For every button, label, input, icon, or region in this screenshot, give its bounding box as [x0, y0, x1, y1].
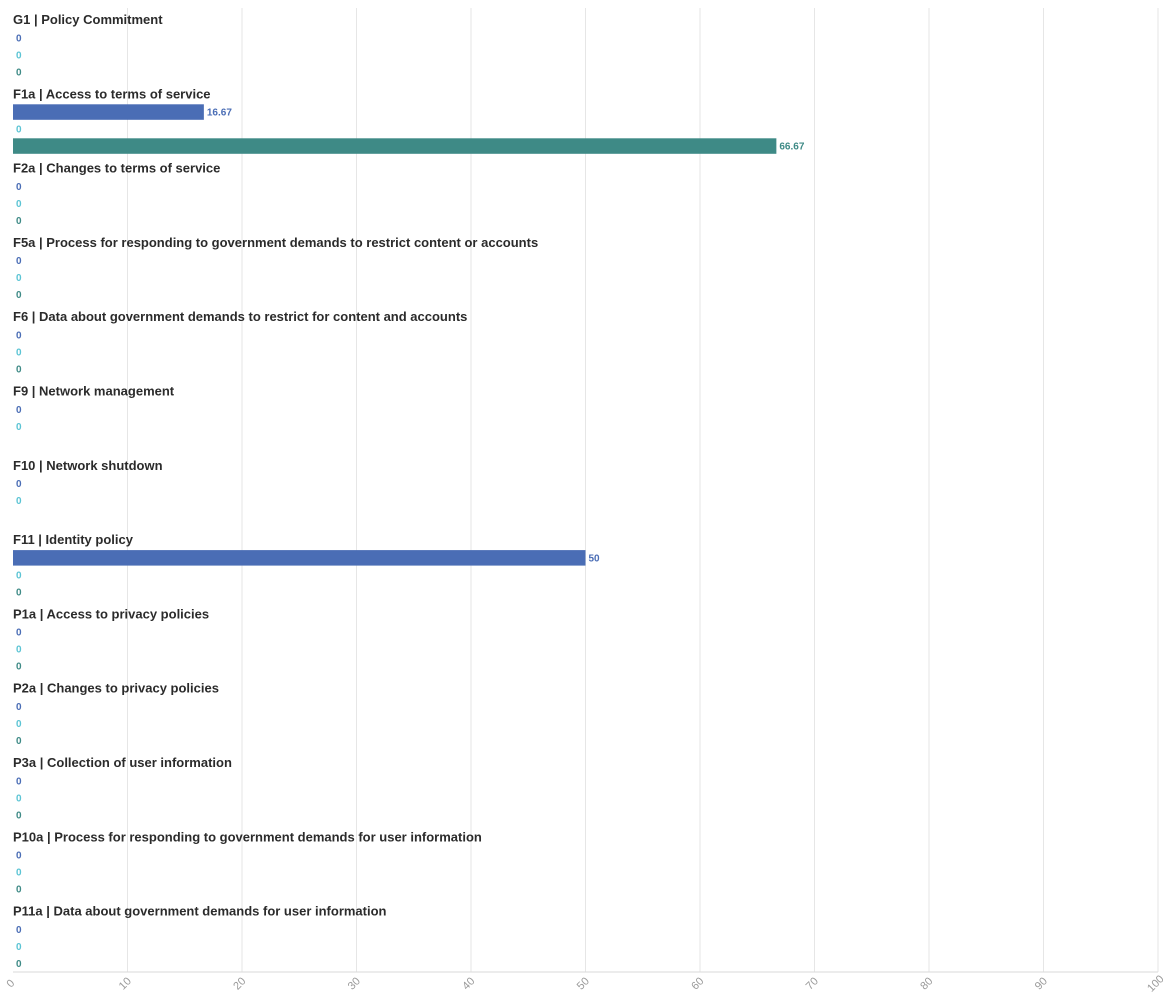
- bar-series-1: [13, 104, 204, 120]
- x-tick-label: 100: [1145, 973, 1163, 994]
- x-tick-label: 0: [4, 977, 17, 990]
- data-label: 0: [16, 925, 22, 936]
- data-label: 0: [16, 290, 22, 301]
- gridlines: [127, 8, 1159, 972]
- x-tick-label: 80: [918, 975, 935, 992]
- x-tick-label: 10: [117, 975, 134, 992]
- data-label: 0: [16, 50, 22, 61]
- data-label: 0: [16, 125, 22, 136]
- data-label: 0: [16, 216, 22, 227]
- category-label: P3a | Collection of user information: [13, 755, 232, 770]
- data-label: 0: [16, 330, 22, 341]
- data-label: 0: [16, 885, 22, 896]
- category-label: F6 | Data about government demands to re…: [13, 309, 467, 324]
- x-axis: 0 10 20 30 40 50 60 70 80 90 100: [4, 971, 1163, 995]
- data-label: 0: [16, 587, 22, 598]
- data-label: 0: [16, 645, 22, 656]
- data-label: 0: [16, 182, 22, 193]
- data-label: 0: [16, 364, 22, 375]
- category-label: F1a | Access to terms of service: [13, 86, 211, 101]
- data-label: 0: [16, 422, 22, 433]
- data-label: 16.67: [207, 108, 232, 119]
- category-label: F5a | Process for responding to governme…: [13, 235, 538, 250]
- data-label: 0: [16, 793, 22, 804]
- data-label: 0: [16, 628, 22, 639]
- category-label: P11a | Data about government demands for…: [13, 904, 387, 919]
- data-label: 0: [16, 736, 22, 747]
- bar-series-3: [13, 138, 777, 154]
- data-label: 0: [16, 67, 22, 78]
- data-label: 0: [16, 570, 22, 581]
- x-tick-label: 50: [575, 975, 592, 992]
- data-label: 0: [16, 662, 22, 673]
- data-label: 0: [16, 479, 22, 490]
- bar-series-1: [13, 550, 586, 566]
- data-label: 0: [16, 33, 22, 44]
- data-label: 0: [16, 868, 22, 879]
- data-label: 0: [16, 256, 22, 267]
- data-label: 0: [16, 959, 22, 970]
- data-label: 0: [16, 347, 22, 358]
- data-label: 0: [16, 776, 22, 787]
- category-label: F2a | Changes to terms of service: [13, 161, 220, 176]
- data-label: 0: [16, 719, 22, 730]
- category-label: P1a | Access to privacy policies: [13, 606, 209, 621]
- x-tick-label: 90: [1033, 975, 1050, 992]
- data-label: 0: [16, 851, 22, 862]
- category-label: P2a | Changes to privacy policies: [13, 681, 219, 696]
- labels: G1 | Policy Commitment 0 0 0 F1a | Access to…: [13, 12, 805, 970]
- x-tick-label: 70: [804, 975, 821, 992]
- x-tick-label: 20: [231, 975, 248, 992]
- bars: [13, 104, 777, 566]
- data-label: 0: [16, 496, 22, 507]
- x-tick-label: 30: [346, 975, 363, 992]
- category-label: F11 | Identity policy: [13, 532, 134, 547]
- data-label: 50: [589, 553, 601, 564]
- data-label: 0: [16, 702, 22, 713]
- data-label: 0: [16, 199, 22, 210]
- category-label: F9 | Network management: [13, 384, 175, 399]
- data-label: 0: [16, 810, 22, 821]
- data-label: 0: [16, 273, 22, 284]
- x-tick-label: 40: [460, 975, 477, 992]
- category-label: F10 | Network shutdown: [13, 458, 163, 473]
- category-label: P10a | Process for responding to governm…: [13, 829, 482, 844]
- data-label: 0: [16, 405, 22, 416]
- category-label: G1 | Policy Commitment: [13, 12, 163, 27]
- data-label: 0: [16, 942, 22, 953]
- x-tick-label: 60: [689, 975, 706, 992]
- data-label: 66.67: [779, 142, 804, 153]
